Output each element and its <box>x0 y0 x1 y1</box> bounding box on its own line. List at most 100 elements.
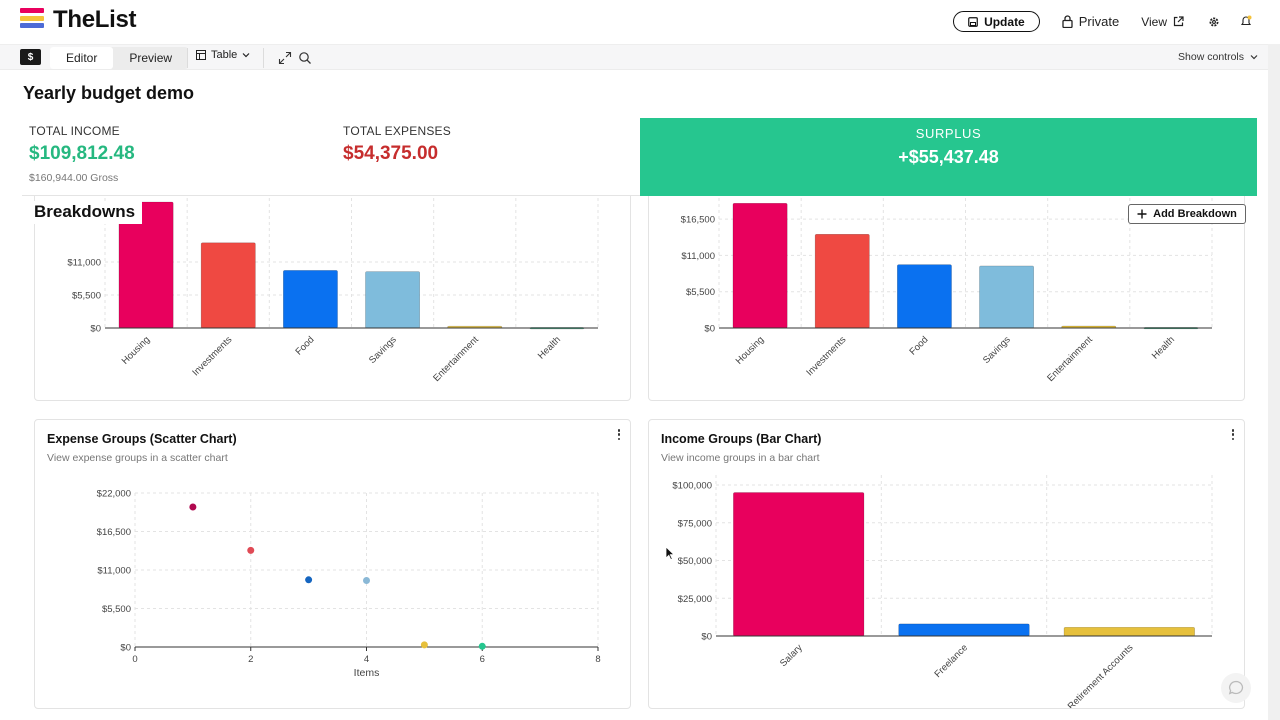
income-card: Income Groups (Bar Chart) View income gr… <box>648 419 1245 709</box>
show-controls-label: Show controls <box>1178 51 1244 63</box>
top-bar: TheList Update Private View <box>0 0 1280 44</box>
brand-name[interactable]: TheList <box>53 6 137 33</box>
x-tick-label: Investments <box>804 334 848 378</box>
add-breakdown-button[interactable]: Add Breakdown <box>1128 204 1246 224</box>
toolbar-divider <box>187 48 188 68</box>
scatter-point <box>189 503 197 511</box>
surplus-label: SURPLUS <box>915 126 982 141</box>
breakdowns-heading: Breakdowns <box>28 201 143 224</box>
expense-scatter-chart: $0 $5,500 $11,000 $16,500 $22,000 0 2 4 6 8 Items <box>97 489 601 680</box>
x-tick-label: Health <box>536 334 563 361</box>
page-title: Yearly budget demo <box>23 83 195 103</box>
total-income-value: $109,812.48 <box>29 143 135 164</box>
chat-button[interactable] <box>1221 673 1251 703</box>
y-tick-label: $16,500 <box>681 215 715 226</box>
toolbar-divider <box>263 48 264 68</box>
view-link[interactable]: View <box>1141 15 1184 29</box>
x-tick-label: Entertainment <box>1045 334 1095 384</box>
total-expenses-value: $54,375.00 <box>343 143 439 164</box>
scatter-point <box>478 642 486 650</box>
x-tick-label: Investments <box>190 334 234 378</box>
total-expenses-label: TOTAL EXPENSES <box>343 124 451 138</box>
scatter-point <box>305 576 313 584</box>
editor-toolbar: $ Editor Preview Table Show controls <box>0 44 1268 70</box>
bar <box>200 242 256 329</box>
card-title: Income Groups (Bar Chart) <box>661 432 822 446</box>
mode-tabs: Editor Preview <box>50 47 189 69</box>
tab-editor[interactable]: Editor <box>50 47 114 69</box>
y-tick-label: $11,000 <box>681 251 715 262</box>
y-tick-label: $5,500 <box>102 604 131 615</box>
currency-badge[interactable]: $ <box>20 49 41 65</box>
x-tick-label: 0 <box>132 654 137 665</box>
x-tick-label: Freelance <box>932 642 970 680</box>
settings-button[interactable] <box>1206 14 1222 30</box>
card-subtitle: View expense groups in a scatter chart <box>47 452 228 464</box>
y-tick-label: $11,000 <box>67 258 101 269</box>
save-icon <box>968 16 978 27</box>
tab-preview[interactable]: Preview <box>129 51 173 65</box>
total-expenses-stat: TOTAL EXPENSES $54,375.00 <box>343 124 451 165</box>
y-tick-label: $22,000 <box>97 489 131 500</box>
y-tick-label: $5,500 <box>72 291 101 302</box>
update-button[interactable]: Update <box>953 11 1040 32</box>
view-type-label: Table <box>211 49 238 61</box>
private-label: Private <box>1078 14 1120 29</box>
notifications-button[interactable] <box>1238 14 1254 30</box>
scatter-point <box>420 641 428 649</box>
bar <box>979 265 1034 329</box>
card-menu-icon[interactable] <box>617 429 621 443</box>
total-income-stat: TOTAL INCOME $109,812.48 $160,944.00 Gro… <box>29 124 135 184</box>
bar <box>733 492 865 637</box>
plus-icon <box>1137 209 1147 219</box>
x-tick-label: 6 <box>480 654 485 665</box>
gear-icon <box>1209 17 1219 26</box>
y-tick-label: $0 <box>90 324 101 335</box>
y-tick-label: $100,000 <box>672 481 712 492</box>
scatter-point <box>247 546 255 554</box>
x-tick-label: Housing <box>734 334 766 366</box>
chevron-down-icon <box>242 53 250 58</box>
scrollbar-track[interactable] <box>1268 44 1280 720</box>
gross-income-value: $160,944.00 Gross <box>29 172 119 184</box>
x-tick-label: Food <box>907 334 930 357</box>
x-tick-label: 2 <box>248 654 253 665</box>
y-tick-label: $0 <box>701 632 712 643</box>
y-tick-label: $0 <box>704 324 715 335</box>
bar <box>898 623 1030 637</box>
bell-icon <box>1240 15 1252 26</box>
chevron-down-icon <box>1250 55 1258 60</box>
card-title: Expense Groups (Scatter Chart) <box>47 432 237 446</box>
mouse-cursor-icon <box>665 546 675 561</box>
private-toggle[interactable]: Private <box>1062 14 1119 29</box>
x-tick-label: Retirement Accounts <box>1066 642 1136 709</box>
x-tick-label: Health <box>1150 334 1177 361</box>
x-axis-label: Items <box>354 667 380 679</box>
bar <box>1063 626 1195 637</box>
x-tick-label: 8 <box>595 654 600 665</box>
bar <box>897 264 952 329</box>
surplus-value: +$55,437.48 <box>898 147 999 167</box>
view-label: View <box>1141 14 1167 29</box>
x-tick-label: Food <box>293 334 316 357</box>
expenses-bar-chart: $0 $5,500 $11,000 Housing Investments Food Sav… <box>67 186 599 384</box>
scatter-card: Expense Groups (Scatter Chart) View expe… <box>34 419 631 709</box>
show-controls-toggle[interactable]: Show controls <box>1178 51 1258 63</box>
breakdown-card-expenses: $0 $5,500 $11,000 Housing Investments Food Sav… <box>34 180 631 401</box>
top-actions: Update Private View <box>953 11 1254 32</box>
surplus-panel: SURPLUS +$55,437.48 <box>640 118 1257 196</box>
y-tick-label: $50,000 <box>678 556 712 567</box>
card-subtitle: View income groups in a bar chart <box>661 452 820 464</box>
card-menu-icon[interactable] <box>1231 429 1235 443</box>
y-tick-label: $75,000 <box>678 518 712 529</box>
update-label: Update <box>984 14 1025 29</box>
view-type-select[interactable]: Table <box>196 49 250 61</box>
expand-icon[interactable] <box>278 51 292 65</box>
scatter-point <box>363 577 370 584</box>
y-tick-label: $5,500 <box>686 287 715 298</box>
x-tick-label: Housing <box>120 334 152 366</box>
search-icon[interactable] <box>298 51 312 65</box>
x-tick-label: Salary <box>778 642 805 669</box>
app-logo-icon[interactable] <box>20 8 44 32</box>
x-tick-label: Savings <box>367 334 399 366</box>
